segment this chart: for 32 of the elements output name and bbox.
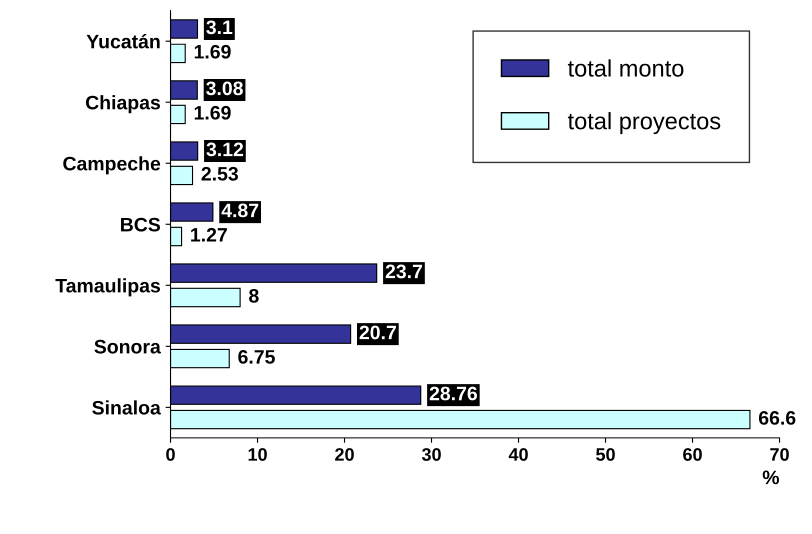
data-label: 4.87 [222,204,258,218]
data-label: 3.1 [206,20,232,34]
data-label: 3.12 [206,142,244,156]
y-tick-label: BCS [121,218,160,232]
legend-label: total monto [568,59,684,77]
x-tick-label: 60 [683,448,702,461]
y-tick-label: Sinaloa [92,400,161,415]
x-tick-label: 20 [335,448,354,461]
y-tick-label: Chiapas [86,95,160,114]
legend-label: total proyectos [568,112,720,134]
x-tick-label: 10 [248,448,267,461]
x-tick-label: 50 [596,448,615,461]
data-label: 8 [249,288,259,303]
x-tick-label: 0 [166,448,175,461]
y-tick-label: Tamaulipas [55,278,160,296]
data-label: 1.69 [194,106,231,120]
data-label: 1.27 [191,228,227,242]
data-label: 3.08 [206,81,243,96]
data-label: 66.6 [758,411,796,425]
data-label: 23.7 [386,264,422,278]
x-tick-label: 40 [508,448,528,461]
data-label: 1.69 [194,44,231,59]
x-axis-title: % [762,470,780,484]
data-label: 6.75 [238,350,275,364]
x-tick-label: 70 [770,448,789,461]
y-tick-label: Campeche [63,156,160,174]
data-label: 20.7 [360,326,396,340]
data-label: 2.53 [202,166,238,181]
y-tick-label: Sonora [94,340,161,354]
data-label: 28.76 [430,386,478,400]
y-tick-label: Yucatán [86,34,160,48]
x-tick-label: 30 [422,448,441,461]
